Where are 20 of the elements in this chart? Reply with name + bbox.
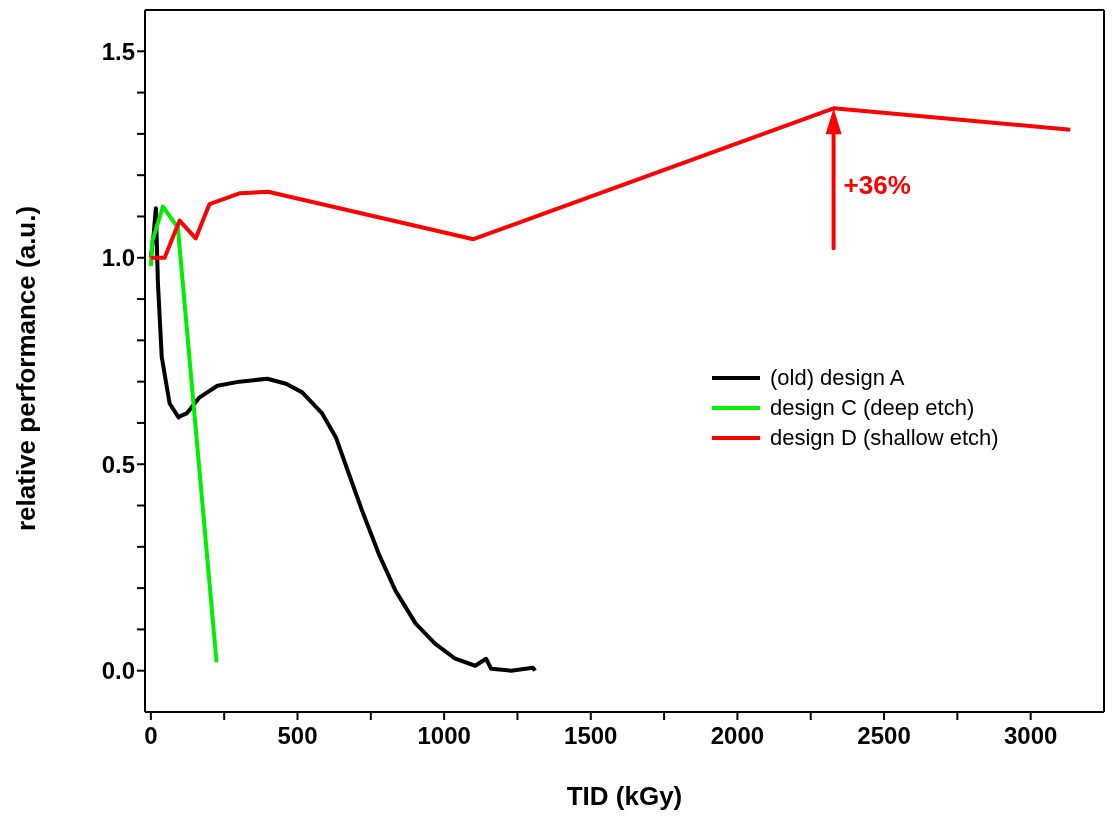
line-series bbox=[148, 204, 219, 665]
y-tick-label: 0.5 bbox=[101, 450, 135, 478]
x-axis-title: TID (kGy) bbox=[566, 781, 683, 811]
y-tick-label: 0.0 bbox=[101, 657, 135, 685]
x-tick-label: 3000 bbox=[1003, 722, 1058, 749]
x-tick-label: 2000 bbox=[710, 722, 765, 749]
y-axis-title: relative performance (a.u.) bbox=[11, 205, 42, 531]
x-tick-label: 1500 bbox=[564, 722, 618, 749]
y-tick-label: 1.5 bbox=[101, 37, 135, 65]
y-tick-label: 1.0 bbox=[101, 244, 135, 272]
x-tick-label: 2500 bbox=[857, 722, 911, 749]
line-series bbox=[148, 206, 538, 673]
line-series bbox=[148, 106, 1073, 260]
legend-label: design D (shallow etch) bbox=[770, 424, 999, 452]
x-tick-label: 1000 bbox=[417, 722, 471, 749]
x-tick-label: 500 bbox=[277, 722, 318, 749]
annotation: +36% bbox=[843, 170, 911, 201]
x-tick-label: 0 bbox=[144, 722, 158, 749]
legend-label: (old) design A bbox=[770, 364, 905, 392]
legend-label: design C (deep etch) bbox=[770, 394, 975, 422]
